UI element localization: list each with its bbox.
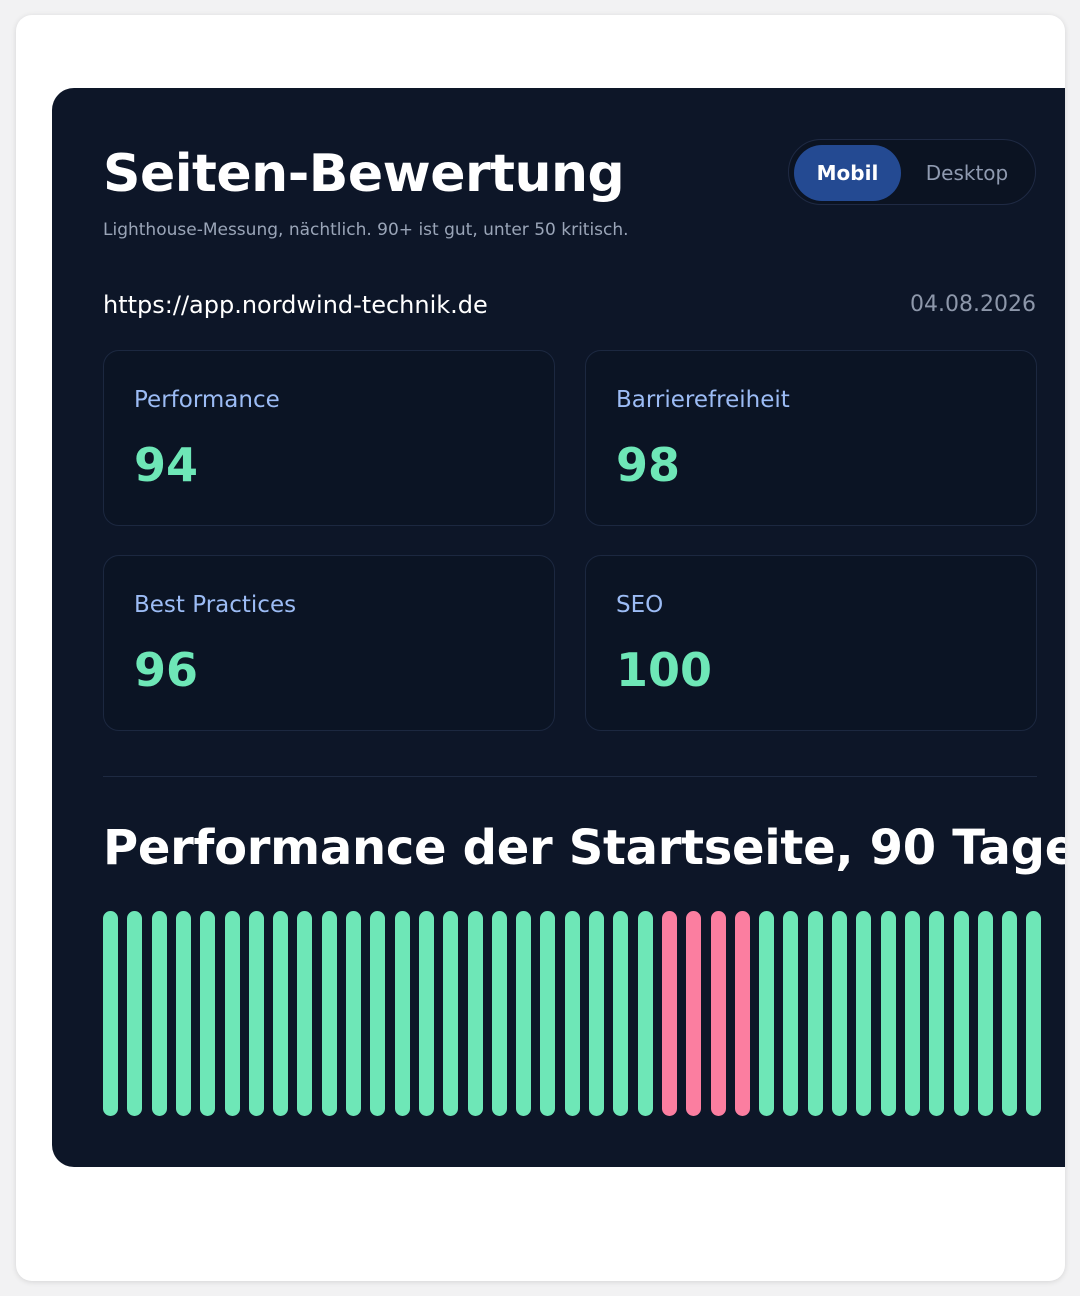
score-panel: Seiten-Bewertung Lighthouse-Messung, näc… <box>52 88 1065 1167</box>
history-bar-bad[interactable] <box>662 911 677 1116</box>
history-bar-good[interactable] <box>881 911 896 1116</box>
history-bar-good[interactable] <box>929 911 944 1116</box>
score-card-accessibility: Barrierefreiheit 98 <box>585 350 1037 526</box>
score-card-seo: SEO 100 <box>585 555 1037 731</box>
history-bar-good[interactable] <box>516 911 531 1116</box>
device-toggle: Mobil Desktop <box>788 139 1036 205</box>
history-bar-good[interactable] <box>127 911 142 1116</box>
history-bar-good[interactable] <box>419 911 434 1116</box>
score-label: Best Practices <box>134 592 297 618</box>
history-bar-good[interactable] <box>954 911 969 1116</box>
score-label: Performance <box>134 387 280 413</box>
history-bar-good[interactable] <box>273 911 288 1116</box>
history-bar-good[interactable] <box>1002 911 1017 1116</box>
history-bar-good[interactable] <box>103 911 118 1116</box>
toggle-mobil-button[interactable]: Mobil <box>794 145 901 201</box>
history-bar-good[interactable] <box>322 911 337 1116</box>
history-bar-bad[interactable] <box>711 911 726 1116</box>
history-bar-good[interactable] <box>297 911 312 1116</box>
history-bar-good[interactable] <box>905 911 920 1116</box>
page-container: Seiten-Bewertung Lighthouse-Messung, näc… <box>16 15 1065 1281</box>
history-bar-good[interactable] <box>832 911 847 1116</box>
page-title: Seiten-Bewertung <box>103 144 625 204</box>
score-label: SEO <box>616 592 664 618</box>
history-bar-good[interactable] <box>370 911 385 1116</box>
history-bar-good[interactable] <box>540 911 555 1116</box>
history-bar-good[interactable] <box>978 911 993 1116</box>
history-bar-good[interactable] <box>443 911 458 1116</box>
history-bar-good[interactable] <box>565 911 580 1116</box>
history-bar-good[interactable] <box>200 911 215 1116</box>
history-bar-good[interactable] <box>176 911 191 1116</box>
history-bar-good[interactable] <box>492 911 507 1116</box>
score-card-best-practices: Best Practices 96 <box>103 555 555 731</box>
performance-history-chart <box>103 911 1041 1116</box>
chart-title: Performance der Startseite, 90 Tage <box>103 820 1065 876</box>
history-bar-good[interactable] <box>759 911 774 1116</box>
history-bar-good[interactable] <box>808 911 823 1116</box>
history-bar-good[interactable] <box>589 911 604 1116</box>
score-value: 98 <box>616 438 681 492</box>
score-label: Barrierefreiheit <box>616 387 790 413</box>
history-bar-good[interactable] <box>613 911 628 1116</box>
section-divider <box>103 776 1037 777</box>
history-bar-good[interactable] <box>1026 911 1041 1116</box>
site-url: https://app.nordwind-technik.de <box>103 291 488 319</box>
score-value: 96 <box>134 643 199 697</box>
measurement-date: 04.08.2026 <box>910 292 1036 317</box>
toggle-desktop-button[interactable]: Desktop <box>925 161 1009 185</box>
history-bar-good[interactable] <box>249 911 264 1116</box>
history-bar-good[interactable] <box>638 911 653 1116</box>
page-subtitle: Lighthouse-Messung, nächtlich. 90+ ist g… <box>103 220 629 240</box>
history-bar-good[interactable] <box>346 911 361 1116</box>
score-card-performance: Performance 94 <box>103 350 555 526</box>
history-bar-bad[interactable] <box>686 911 701 1116</box>
history-bar-good[interactable] <box>783 911 798 1116</box>
history-bar-good[interactable] <box>152 911 167 1116</box>
history-bar-good[interactable] <box>395 911 410 1116</box>
score-value: 100 <box>616 643 713 697</box>
history-bar-good[interactable] <box>468 911 483 1116</box>
score-value: 94 <box>134 438 199 492</box>
history-bar-bad[interactable] <box>735 911 750 1116</box>
history-bar-good[interactable] <box>225 911 240 1116</box>
history-bar-good[interactable] <box>856 911 871 1116</box>
